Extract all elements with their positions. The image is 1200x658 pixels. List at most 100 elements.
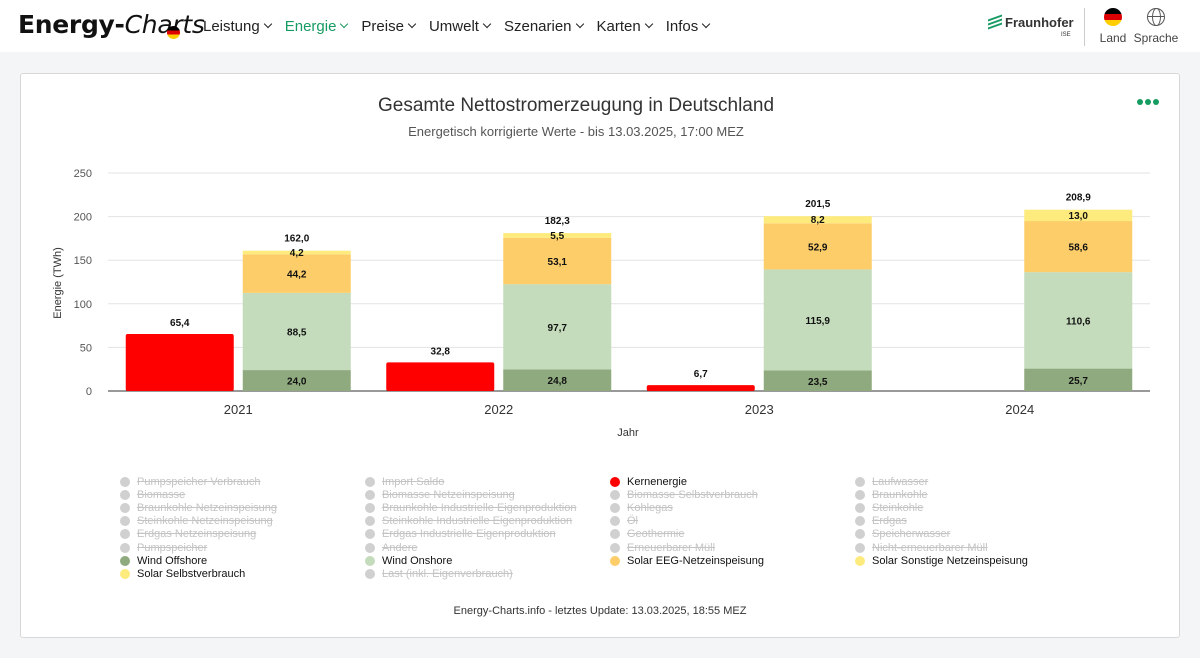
legend-swatch [855, 555, 865, 566]
bar-kernenergie-2023[interactable] [646, 385, 755, 391]
bar-solar-eeg-netzeinspeisung-2022[interactable] [503, 237, 612, 285]
bar-solar-sonstige-netzeinspeisung-2024[interactable] [1024, 209, 1133, 222]
x-tick-label: 2024 [1005, 402, 1034, 417]
top-navigation-bar: Energy-Charts Leistung Energie Preise Um… [0, 0, 1200, 52]
legend-item-braunkohle-netzeinspeisung[interactable]: Braunkohle Netzeinspeisung [120, 501, 277, 514]
data-label: 97,7 [548, 323, 568, 334]
bar-solar-sonstige-netzeinspeisung-2021[interactable] [242, 250, 351, 255]
nav-preise[interactable]: Preise [361, 18, 417, 35]
nav-leistung[interactable]: Leistung [203, 18, 272, 35]
language-selector-button[interactable]: Sprache [1131, 8, 1181, 45]
nav-umwelt[interactable]: Umwelt [429, 18, 492, 35]
legend-item-erneuerbarer-m-ll[interactable]: Erneuerbarer Müll [610, 541, 715, 554]
legend-swatch [120, 555, 130, 566]
legend-item-kernenergie[interactable]: Kernenergie [610, 475, 687, 488]
bar-solar-eeg-netzeinspeisung-2023[interactable] [763, 223, 872, 270]
legend-label: Nicht-erneuerbarer Müll [872, 541, 988, 554]
legend-item-solar-eeg-netzeinspeisung[interactable]: Solar EEG-Netzeinspeisung [610, 554, 764, 567]
legend-label: Wind Onshore [382, 554, 453, 567]
legend-item-nicht-erneuerbarer-m-ll[interactable]: Nicht-erneuerbarer Müll [855, 541, 988, 554]
legend-swatch [610, 555, 620, 566]
legend-item-pumpspeicher-verbrauch[interactable]: Pumpspeicher Verbrauch [120, 475, 261, 488]
bar-wind-onshore-2023[interactable] [763, 269, 872, 371]
data-label: 5,5 [550, 231, 564, 242]
legend-item-steinkohle-industrielle-eigenproduktion[interactable]: Steinkohle Industrielle Eigenproduktion [365, 515, 572, 528]
legend-item-steinkohle-netzeinspeisung[interactable]: Steinkohle Netzeinspeisung [120, 515, 273, 528]
legend-swatch [855, 489, 865, 500]
legend-item-solar-selbstverbrauch[interactable]: Solar Selbstverbrauch [120, 567, 245, 580]
bar-wind-onshore-2024[interactable] [1024, 272, 1133, 369]
legend-label: Pumpspeicher Verbrauch [137, 475, 261, 488]
bar-solar-eeg-netzeinspeisung-2021[interactable] [242, 254, 351, 293]
bar-wind-onshore-2021[interactable] [242, 292, 351, 371]
legend-item--l[interactable]: Öl [610, 515, 638, 528]
country-selector-button[interactable]: Land [1088, 8, 1138, 45]
legend-item-steinkohle[interactable]: Steinkohle [855, 501, 923, 514]
bar-wind-offshore-2023[interactable] [763, 370, 872, 391]
chart-canvas: Gesamte Nettostromerzeugung in Deutschla… [52, 95, 1150, 439]
legend-item-braunkohle[interactable]: Braunkohle [855, 488, 928, 501]
legend-item-last-inkl-eigenverbrauch-[interactable]: Last (inkl. Eigenverbrauch) [365, 567, 513, 580]
x-tick-label: 2023 [745, 402, 774, 417]
legend-swatch [120, 502, 130, 513]
main-nav: Leistung Energie Preise Umwelt Szenarien… [203, 0, 723, 52]
legend-swatch [610, 529, 620, 540]
legend-swatch [610, 502, 620, 513]
legend-label: Solar Sonstige Netzeinspeisung [872, 554, 1028, 567]
legend-item-biomasse-selbstverbrauch[interactable]: Biomasse Selbstverbrauch [610, 488, 758, 501]
bar-wind-onshore-2022[interactable] [503, 284, 612, 370]
bar-wind-offshore-2021[interactable] [242, 370, 351, 391]
legend-item-geothermie[interactable]: Geothermie [610, 528, 684, 541]
legend-item-kohlegas[interactable]: Kohlegas [610, 501, 673, 514]
bar-wind-offshore-2024[interactable] [1024, 368, 1133, 391]
legend-item-wind-onshore[interactable]: Wind Onshore [365, 554, 452, 567]
legend-item-wind-offshore[interactable]: Wind Offshore [120, 554, 207, 567]
chart-title: Gesamte Nettostromerzeugung in Deutschla… [378, 95, 774, 116]
data-label: 24,0 [287, 377, 307, 388]
bar-kernenergie-2021[interactable] [125, 333, 234, 391]
bar-wind-offshore-2022[interactable] [503, 369, 612, 391]
legend-label: Speicherwasser [872, 528, 951, 541]
bar-solar-sonstige-netzeinspeisung-2022[interactable] [503, 233, 612, 238]
legend-item-erdgas-netzeinspeisung[interactable]: Erdgas Netzeinspeisung [120, 528, 256, 541]
legend-label: Pumpspeicher [137, 541, 208, 554]
nav-label: Infos [665, 17, 699, 35]
legend-item-solar-sonstige-netzeinspeisung[interactable]: Solar Sonstige Netzeinspeisung [855, 554, 1028, 567]
data-label: 24,8 [548, 376, 568, 387]
legend-item-pumpspeicher[interactable]: Pumpspeicher [120, 541, 207, 554]
nav-karten[interactable]: Karten [597, 18, 653, 35]
legend-item-andere[interactable]: Andere [365, 541, 417, 554]
data-label: 6,7 [694, 369, 708, 380]
legend-item-braunkohle-industrielle-eigenproduktion[interactable]: Braunkohle Industrielle Eigenproduktion [365, 501, 576, 514]
nav-label: Energie [284, 17, 337, 35]
legend-item-speicherwasser[interactable]: Speicherwasser [855, 528, 950, 541]
legend-swatch [120, 489, 130, 500]
legend-label: Biomasse Netzeinspeisung [382, 488, 515, 501]
energy-charts-logo[interactable]: Energy-Charts [18, 10, 205, 39]
bar-solar-eeg-netzeinspeisung-2024[interactable] [1024, 221, 1133, 273]
legend-label: Steinkohle Industrielle Eigenproduktion [382, 515, 573, 528]
partner-sub: ISE [1061, 32, 1071, 38]
legend-item-erdgas-industrielle-eigenproduktion[interactable]: Erdgas Industrielle Eigenproduktion [365, 528, 556, 541]
legend-swatch [120, 542, 130, 553]
legend-swatch [365, 529, 375, 540]
bar-solar-sonstige-netzeinspeisung-2023[interactable] [763, 216, 872, 224]
legend-swatch [365, 476, 375, 487]
legend-item-erdgas[interactable]: Erdgas [855, 515, 907, 528]
legend-item-biomasse[interactable]: Biomasse [120, 488, 185, 501]
legend-label: Kernenergie [627, 475, 687, 488]
chart-menu-icon[interactable] [1137, 99, 1159, 105]
nav-szenarien[interactable]: Szenarien [504, 18, 584, 35]
legend-item-import-saldo[interactable]: Import Saldo [365, 475, 444, 488]
legend-label: Braunkohle Netzeinspeisung [137, 501, 278, 514]
legend-label: Geothermie [627, 528, 685, 541]
legend-item-laufwasser[interactable]: Laufwasser [855, 475, 928, 488]
legend-label: Wind Offshore [137, 554, 208, 567]
legend-item-biomasse-netzeinspeisung[interactable]: Biomasse Netzeinspeisung [365, 488, 515, 501]
y-tick-label: 150 [74, 255, 92, 267]
nav-energie[interactable]: Energie [284, 17, 349, 35]
nav-infos[interactable]: Infos [665, 17, 711, 35]
x-tick-label: 2022 [484, 402, 513, 417]
y-tick-label: 50 [80, 342, 92, 354]
bar-kernenergie-2022[interactable] [386, 362, 495, 391]
